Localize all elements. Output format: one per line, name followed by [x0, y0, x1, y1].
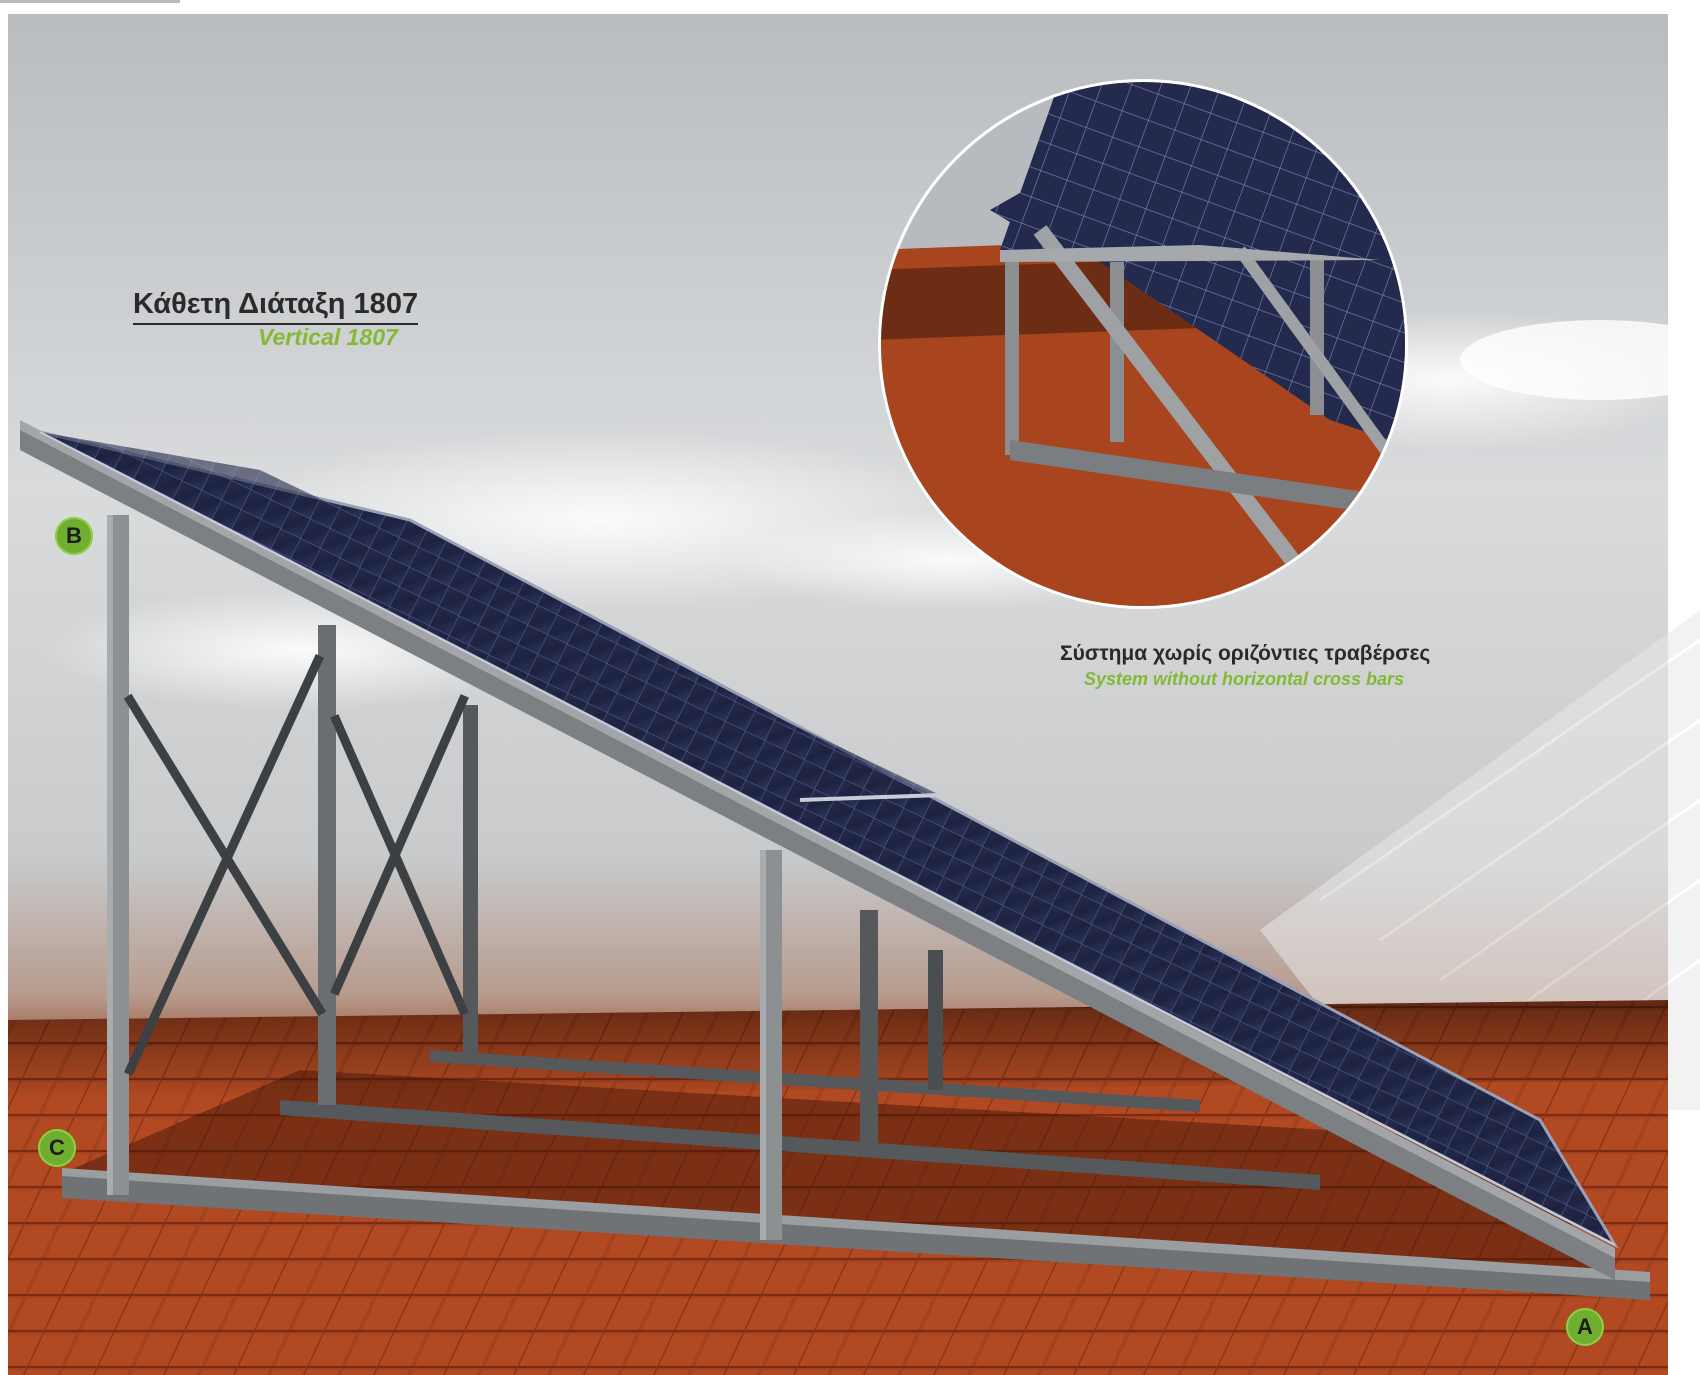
inset-caption-translation: System without horizontal cross bars	[1084, 669, 1405, 689]
page-title: Κάθετη Διάταξη 1807	[133, 288, 419, 325]
inset-caption: Σύστημα χωρίς οριζόντιες τραβέρσες	[1060, 642, 1431, 665]
top-border	[0, 0, 1700, 14]
mounting-frame	[20, 420, 1650, 1300]
solar-panel-array	[39, 430, 1620, 1249]
inset-detail	[878, 79, 1408, 609]
background-panels	[1260, 610, 1700, 1110]
marker-a: A	[1566, 1308, 1604, 1346]
page-subtitle: Vertical 1807	[258, 324, 398, 350]
marker-c: C	[38, 1129, 76, 1167]
marker-b: B	[55, 517, 93, 555]
top-accent-line	[0, 0, 180, 3]
